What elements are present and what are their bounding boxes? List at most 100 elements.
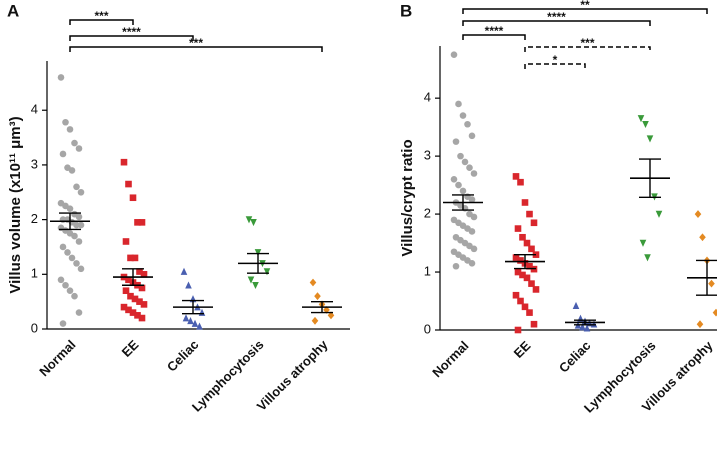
data-point [140, 271, 148, 278]
significance-bracket [69, 46, 323, 52]
data-point [125, 306, 132, 314]
data-point [138, 219, 146, 226]
data-point [699, 233, 706, 242]
data-point [77, 265, 85, 273]
data-point [455, 100, 462, 108]
data-point [512, 173, 520, 180]
data-point [514, 326, 522, 334]
data-point [62, 281, 69, 289]
data-point [75, 238, 83, 245]
data-point [646, 135, 654, 143]
data-point [526, 262, 533, 270]
data-point [470, 170, 478, 177]
data-point [464, 120, 471, 128]
data-point [639, 239, 647, 247]
significance-label: * [553, 53, 558, 67]
data-point [466, 164, 473, 172]
data-point [314, 292, 321, 301]
significance-label: **** [122, 25, 141, 39]
data-point [136, 268, 143, 275]
data-point [519, 271, 526, 279]
y-tick-label: 0 [31, 320, 38, 335]
data-point [528, 280, 535, 287]
y-axis-label: Villus volume (x10¹¹ μm³) [7, 116, 24, 293]
significance-label: **** [547, 10, 566, 24]
significance-label: *** [580, 36, 594, 50]
data-point [62, 118, 69, 126]
x-tick-label: Celiac [556, 338, 594, 376]
data-point [470, 245, 478, 253]
data-point [75, 213, 83, 221]
significance-bracket [462, 8, 708, 14]
data-point [140, 301, 148, 308]
data-point [187, 316, 194, 325]
y-tick-label: 1 [424, 263, 431, 278]
data-point [450, 176, 458, 183]
data-point [250, 219, 257, 227]
significance-label: *** [94, 9, 108, 23]
data-point [470, 213, 478, 221]
y-tick-label: 0 [424, 321, 431, 336]
data-point [66, 205, 74, 212]
significance-bracket [69, 35, 194, 41]
data-point [521, 303, 529, 311]
data-point [459, 112, 467, 119]
data-point [655, 210, 663, 218]
data-point [517, 297, 524, 305]
data-point [131, 295, 139, 303]
data-point [182, 314, 190, 322]
data-point [125, 276, 132, 284]
data-point [57, 276, 65, 284]
y-tick-label: 1 [31, 266, 38, 281]
data-point [519, 233, 526, 241]
data-point [523, 239, 531, 247]
data-point [694, 210, 702, 218]
data-point [579, 323, 586, 331]
data-point [254, 249, 262, 257]
y-tick-label: 4 [31, 102, 38, 117]
data-point [468, 196, 476, 203]
data-point [127, 254, 134, 262]
data-point [66, 126, 74, 133]
data-point [131, 254, 139, 262]
data-point [138, 314, 146, 322]
data-point [457, 152, 464, 160]
y-axis-label: Villus/crypt ratio [399, 139, 416, 256]
data-point [125, 180, 132, 188]
data-point [73, 260, 80, 267]
data-point [468, 228, 476, 235]
data-point [327, 311, 335, 320]
data-point [71, 232, 78, 240]
significance-bracket [69, 19, 134, 25]
data-point [127, 292, 134, 300]
data-point [122, 287, 130, 295]
data-point [129, 194, 137, 202]
x-tick-label: EE [119, 337, 142, 360]
data-point [120, 303, 128, 311]
data-point [523, 274, 531, 282]
x-tick-label: Normal [429, 338, 471, 380]
data-point [530, 219, 538, 227]
data-point [526, 210, 533, 218]
data-point [528, 245, 535, 253]
data-point [71, 292, 78, 300]
y-tick-label: 3 [424, 148, 431, 163]
data-point [637, 115, 645, 123]
data-point [120, 158, 128, 166]
data-point [68, 254, 76, 262]
x-tick-label: Celiac [164, 337, 202, 375]
data-point [245, 216, 253, 224]
data-point [309, 278, 317, 287]
y-tick-label: 4 [424, 90, 431, 105]
data-point [452, 138, 460, 145]
data-point [521, 199, 529, 206]
y-tick-label: 2 [31, 211, 38, 226]
data-point [252, 281, 259, 290]
data-point [517, 257, 524, 264]
significance-bracket [462, 34, 526, 40]
data-point [468, 132, 476, 140]
data-point [583, 324, 591, 332]
data-point [530, 320, 538, 328]
data-point [696, 320, 704, 329]
data-point [134, 312, 141, 319]
